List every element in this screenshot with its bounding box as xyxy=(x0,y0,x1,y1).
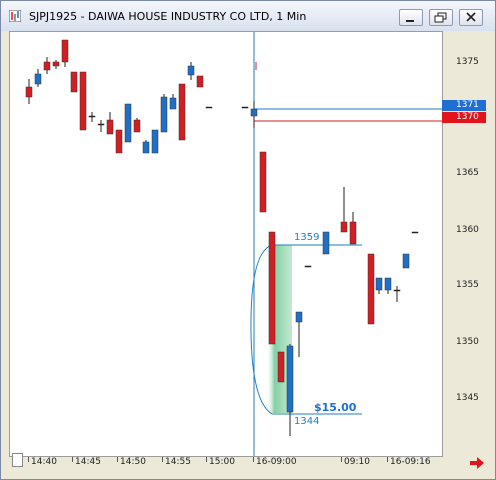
time-tick xyxy=(341,457,342,462)
price-axis: 1375 1370 1365 1360 1355 1350 1345 xyxy=(444,31,494,457)
close-button[interactable] xyxy=(459,9,483,26)
time-label: 16-09:16 xyxy=(390,457,431,467)
candle-body xyxy=(187,65,195,76)
price-tick-label: 1350 xyxy=(456,337,479,347)
candles-group xyxy=(25,39,419,436)
candle-body xyxy=(322,231,330,255)
restore-icon xyxy=(434,12,447,23)
candle-body xyxy=(178,83,186,141)
candle-body xyxy=(79,71,87,131)
time-tick xyxy=(387,457,388,462)
time-label: 15:00 xyxy=(209,457,235,467)
candle-body xyxy=(367,253,375,325)
candle-body xyxy=(411,231,419,234)
candle-body xyxy=(277,351,285,383)
time-label: 09:10 xyxy=(344,457,370,467)
candlestick-chart: 1359 1344 $15.00 xyxy=(25,32,442,456)
candle-body xyxy=(250,108,258,117)
time-label: 14:50 xyxy=(120,457,146,467)
chart-app-icon xyxy=(9,10,21,22)
price-tag-red: 1370 xyxy=(442,112,486,123)
candle-body xyxy=(124,103,132,143)
candle-body xyxy=(268,231,276,345)
red-right-arrow-icon[interactable] xyxy=(469,457,485,469)
time-tick xyxy=(72,457,73,462)
minimize-button[interactable] xyxy=(399,9,423,26)
candle-body xyxy=(52,61,60,67)
close-icon xyxy=(466,12,476,22)
candle-body xyxy=(115,129,123,154)
candle-body xyxy=(61,39,69,63)
profit-label: $15.00 xyxy=(314,401,357,414)
candle-body xyxy=(205,106,213,109)
level-high-label: 1359 xyxy=(294,232,319,243)
title-bar[interactable]: SJPJ1925 - DAIWA HOUSE INDUSTRY CO LTD, … xyxy=(1,1,495,31)
candle-body xyxy=(97,123,105,126)
minimize-icon xyxy=(406,20,414,22)
restore-button[interactable] xyxy=(429,9,453,26)
time-tick xyxy=(253,457,254,462)
time-label: 16-09:00 xyxy=(256,457,297,467)
candle-body xyxy=(133,119,141,133)
window-title: SJPJ1925 - DAIWA HOUSE INDUSTRY CO LTD, … xyxy=(29,10,307,23)
candle-body xyxy=(349,221,357,245)
candle-body xyxy=(286,345,294,413)
candle-body xyxy=(34,73,42,85)
candle-body xyxy=(160,96,168,133)
price-tag-blue: 1371 xyxy=(442,100,486,111)
candle-body xyxy=(295,311,303,323)
candle-body xyxy=(151,129,159,154)
candle-body xyxy=(375,277,383,291)
candle-body xyxy=(384,277,392,291)
candle-body xyxy=(304,265,312,268)
price-tick-label: 1345 xyxy=(456,393,479,403)
candle-body xyxy=(241,106,249,109)
time-tick xyxy=(162,457,163,462)
candle-body xyxy=(196,75,204,88)
price-tick-label: 1355 xyxy=(456,280,479,290)
time-tick xyxy=(117,457,118,462)
candle-body xyxy=(106,119,114,135)
level-low-label: 1344 xyxy=(294,416,319,427)
candle-body xyxy=(169,97,177,110)
price-tick-label: 1365 xyxy=(456,168,479,178)
time-axis: 14:40 14:45 14:50 14:55 15:00 16-09:00 09:10 16… xyxy=(9,457,443,471)
candle-body xyxy=(70,71,78,93)
scroll-handle[interactable] xyxy=(12,453,23,467)
price-tick-label: 1360 xyxy=(456,225,479,235)
time-tick xyxy=(206,457,207,462)
time-label: 14:40 xyxy=(31,457,57,467)
candle-body xyxy=(259,151,267,213)
price-tick-label: 1375 xyxy=(456,57,479,67)
trade-range-bracket xyxy=(250,244,273,415)
time-label: 14:55 xyxy=(165,457,191,467)
candle-body xyxy=(88,115,96,118)
time-label: 14:45 xyxy=(75,457,101,467)
time-tick xyxy=(28,457,29,462)
candle-body xyxy=(340,221,348,233)
candle-body xyxy=(43,61,51,71)
price-chart-area[interactable]: 1359 1344 $15.00 xyxy=(9,31,443,457)
candle-body xyxy=(393,289,401,292)
candle-body xyxy=(25,86,33,98)
candle-body xyxy=(402,253,410,269)
candle-body xyxy=(142,141,150,154)
